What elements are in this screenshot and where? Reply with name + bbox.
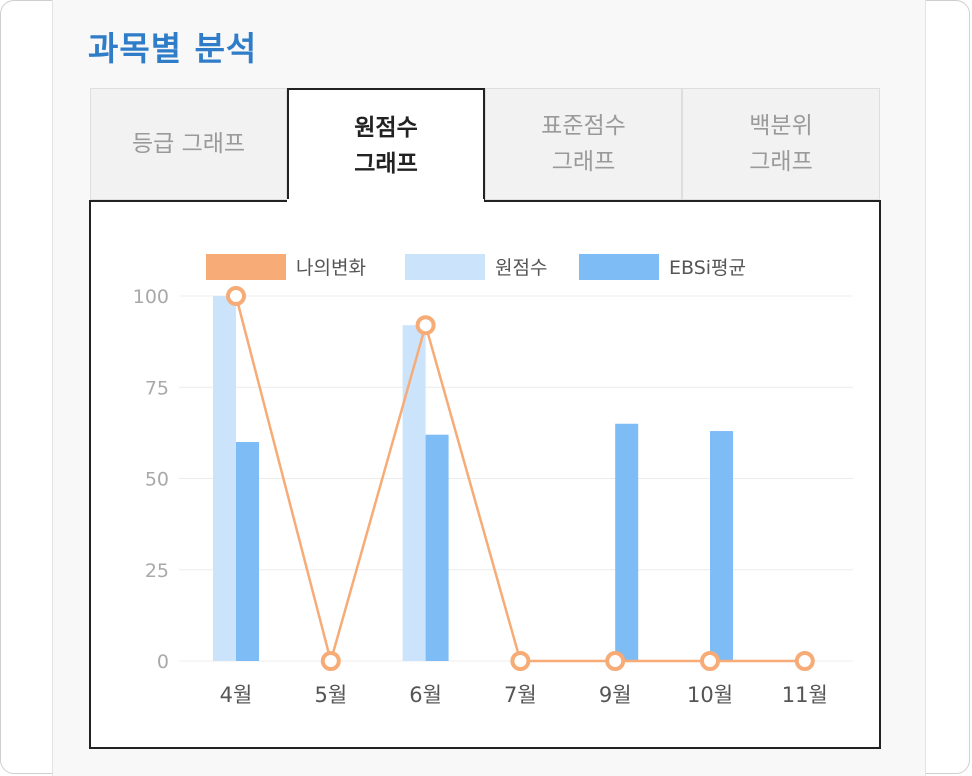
line-point [605, 651, 626, 671]
x-tick-label: 7월 [504, 683, 537, 707]
x-tick-label: 10월 [687, 683, 733, 707]
y-tick-label: 100 [133, 286, 169, 308]
y-tick-label: 25 [145, 560, 169, 582]
y-tick-label: 50 [145, 469, 169, 491]
active-tab-connector [287, 199, 484, 203]
tab-label: 등급 그래프 [131, 131, 246, 157]
chart-container: 0 25 50 75 100 4월 5월 6월 7월 9월 10월 11월 나의변화 원점수 EBSi평균 [89, 200, 881, 749]
tab-label: 표준점수 그래프 [541, 113, 626, 175]
bar [615, 423, 639, 661]
y-tick-label: 0 [157, 651, 169, 673]
raw-score-chart: 0 25 50 75 100 4월 5월 6월 7월 9월 10월 11월 나의변화 원점수 EBSi평균 [133, 254, 853, 707]
x-tick-label: 4월 [220, 683, 253, 707]
bar [425, 434, 449, 661]
line-point [700, 651, 720, 671]
bar [402, 325, 426, 661]
tab-grade-graph[interactable]: 등급 그래프 [90, 88, 287, 200]
tab-percentile-graph[interactable]: 백분위 그래프 [682, 88, 880, 200]
line-point [794, 651, 815, 671]
legend-swatch [405, 254, 485, 280]
tab-label: 원점수 그래프 [354, 115, 418, 177]
legend-label: 원점수 [495, 257, 547, 279]
line-point [510, 651, 531, 671]
x-tick-label: 9월 [599, 683, 632, 707]
tab-standard-score-graph[interactable]: 표준점수 그래프 [485, 88, 682, 200]
x-tick-label: 6월 [409, 683, 442, 707]
tab-raw-score-graph[interactable]: 원점수 그래프 [287, 88, 485, 202]
x-tick-label: 5월 [314, 683, 347, 707]
legend-label: EBSi평균 [669, 257, 746, 279]
legend-swatch [206, 254, 286, 280]
legend-label: 나의변화 [296, 257, 366, 279]
y-tick-label: 75 [145, 377, 169, 399]
line-point [415, 315, 436, 336]
legend-swatch [579, 254, 659, 280]
tab-label: 백분위 그래프 [749, 113, 813, 175]
bar [213, 296, 236, 661]
line-point [320, 651, 341, 671]
graph-tabs: 등급 그래프 원점수 그래프 표준점수 그래프 백분위 그래프 [90, 88, 880, 202]
section-title: 과목별 분석 [88, 29, 258, 68]
bar [236, 442, 259, 661]
bar [710, 431, 733, 661]
x-tick-label: 11월 [782, 683, 828, 707]
line-point [226, 286, 246, 306]
